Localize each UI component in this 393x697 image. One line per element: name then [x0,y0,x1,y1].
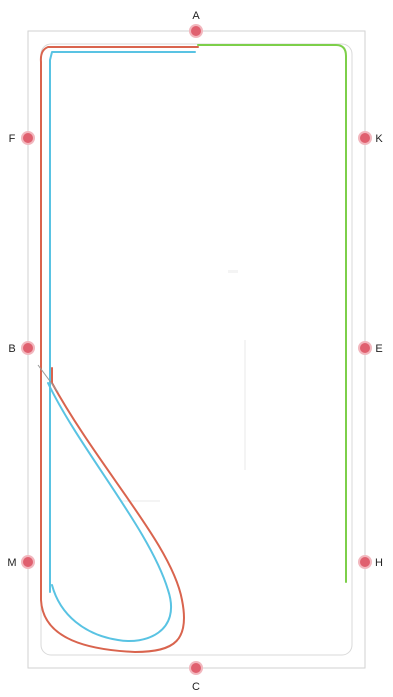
marker-label-F: F [9,133,16,145]
loop-start-stroke [37,364,59,393]
marker-F: F [9,131,35,145]
red-path [39,46,199,653]
marker-label-M: M [7,557,16,569]
marker-label-A: A [192,10,200,22]
marker-label-E: E [375,343,382,355]
background-smudges [120,270,246,502]
marker-label-K: K [375,133,383,145]
marker-K: K [358,131,383,145]
marker-label-C: C [192,681,200,693]
outer-frame [27,30,366,669]
inner-frame [40,43,353,656]
marker-M: M [7,555,35,569]
marker-label-H: H [375,557,383,569]
green-path [197,44,347,583]
marker-A: A [189,10,203,38]
marker-B: B [8,341,35,355]
marker-E: E [358,341,383,355]
marker-label-B: B [8,343,15,355]
marker-C: C [189,661,203,693]
blue-path [47,51,196,642]
marker-H: H [358,555,383,569]
